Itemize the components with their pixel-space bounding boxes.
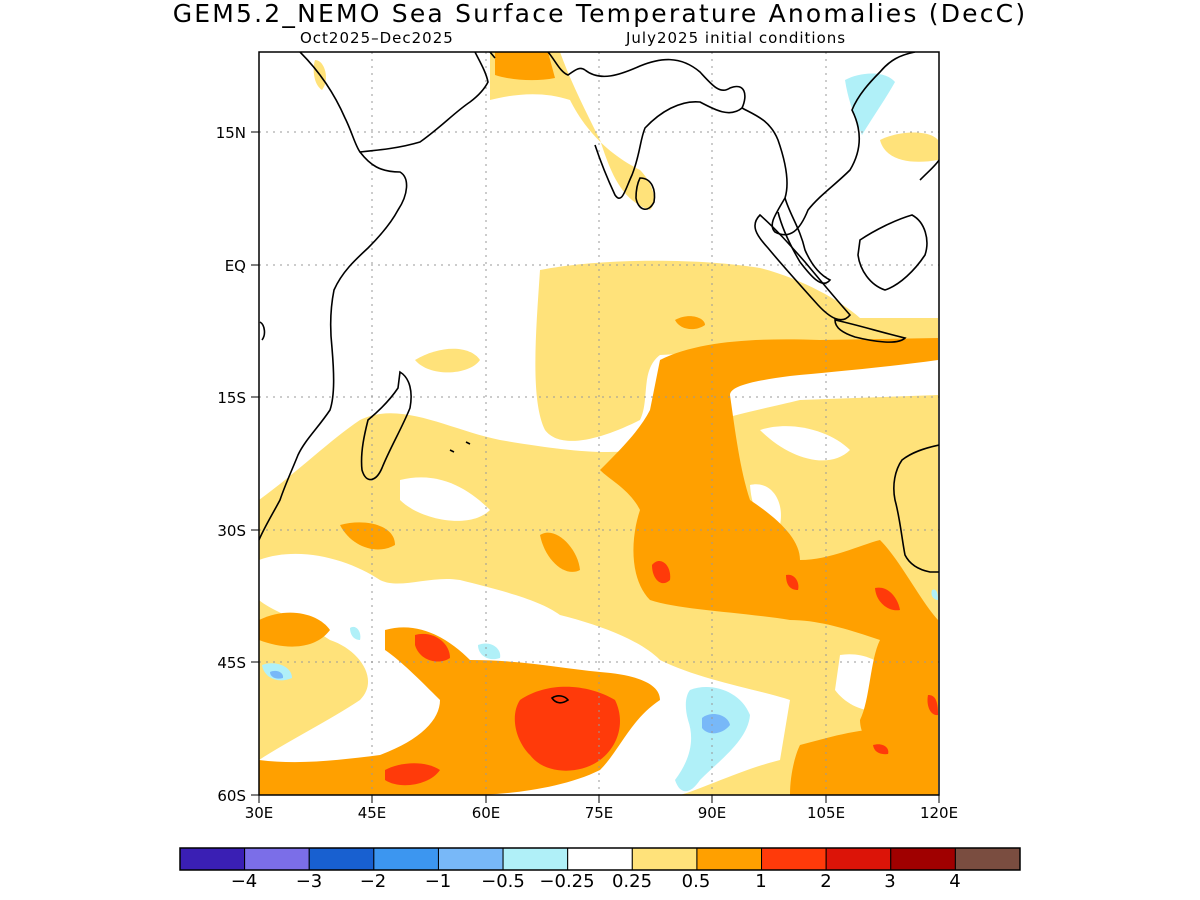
lon-label-60e: 60E [471,804,501,822]
colorbar-swatch [825,847,892,871]
lon-label-90e: 90E [697,804,727,822]
colorbar-label: −3 [295,871,323,892]
colorbar-swatch [567,847,633,871]
colorbar-label: −4 [230,871,258,892]
anomaly-field [259,52,938,795]
colorbar-label: 2 [820,871,832,892]
anomaly-band-red [385,560,938,786]
lat-label-15s: 15S [217,389,246,407]
lat-label-45s: 45S [217,654,246,672]
colorbar-label: −0.25 [539,871,595,892]
colorbar-swatch [373,847,439,871]
sumatra [754,213,852,321]
graticule [259,52,939,795]
madagascar [360,370,412,481]
colorbar-label: 4 [949,871,961,892]
java [834,319,907,343]
anomaly-band-cool-strong [270,670,730,734]
lat-label-15n: 15N [215,124,246,142]
colorbar-swatch [308,847,375,871]
sri-lanka [635,177,656,210]
coastlines [259,52,939,704]
colorbar-label: −2 [359,871,387,892]
lat-label-eq: EQ [224,257,246,275]
africa-east-coast [259,151,408,541]
forecast-period: Oct2025–Dec2025 [300,29,454,47]
colorbar-swatch [631,847,698,871]
colorbar-swatch [761,847,827,871]
australia-coast [893,444,939,573]
africa-coast [299,52,489,153]
philippines [919,159,939,181]
colorbar-swatch [890,847,956,871]
colorbar-swatch [244,847,310,871]
colorbar-swatch [696,847,763,871]
colorbar-swatch [437,847,504,871]
colorbar-swatch [954,847,1021,871]
colorbar [179,847,1021,871]
arabia [489,52,586,76]
colorbar-label: 1 [755,871,767,892]
kerguelen [550,695,570,704]
india [584,58,746,200]
colorbar-swatch [179,847,246,871]
colorbar-label: −0.5 [481,871,525,892]
small-islands [259,321,471,453]
lon-label-120e: 120E [919,804,959,822]
colorbar-label: −1 [424,871,452,892]
map-title: GEM5.2_NEMO Sea Surface Temperature Anom… [172,0,1028,28]
lat-label-30s: 30S [217,522,246,540]
borneo [857,214,928,291]
southeast-asia [741,52,916,236]
lon-label-30e: 30E [244,804,274,822]
colorbar-label: 0.25 [611,871,653,892]
colorbar-label: 0.5 [681,871,711,892]
lon-label-105e: 105E [806,804,846,822]
initial-conditions: July2025 initial conditions [626,29,847,47]
lon-label-45e: 45E [357,804,387,822]
axis-ticks [251,131,940,803]
colorbar-swatch [502,847,569,871]
lon-label-75e: 75E [584,804,614,822]
lat-label-60s: 60S [217,787,246,805]
colorbar-label: 3 [884,871,896,892]
